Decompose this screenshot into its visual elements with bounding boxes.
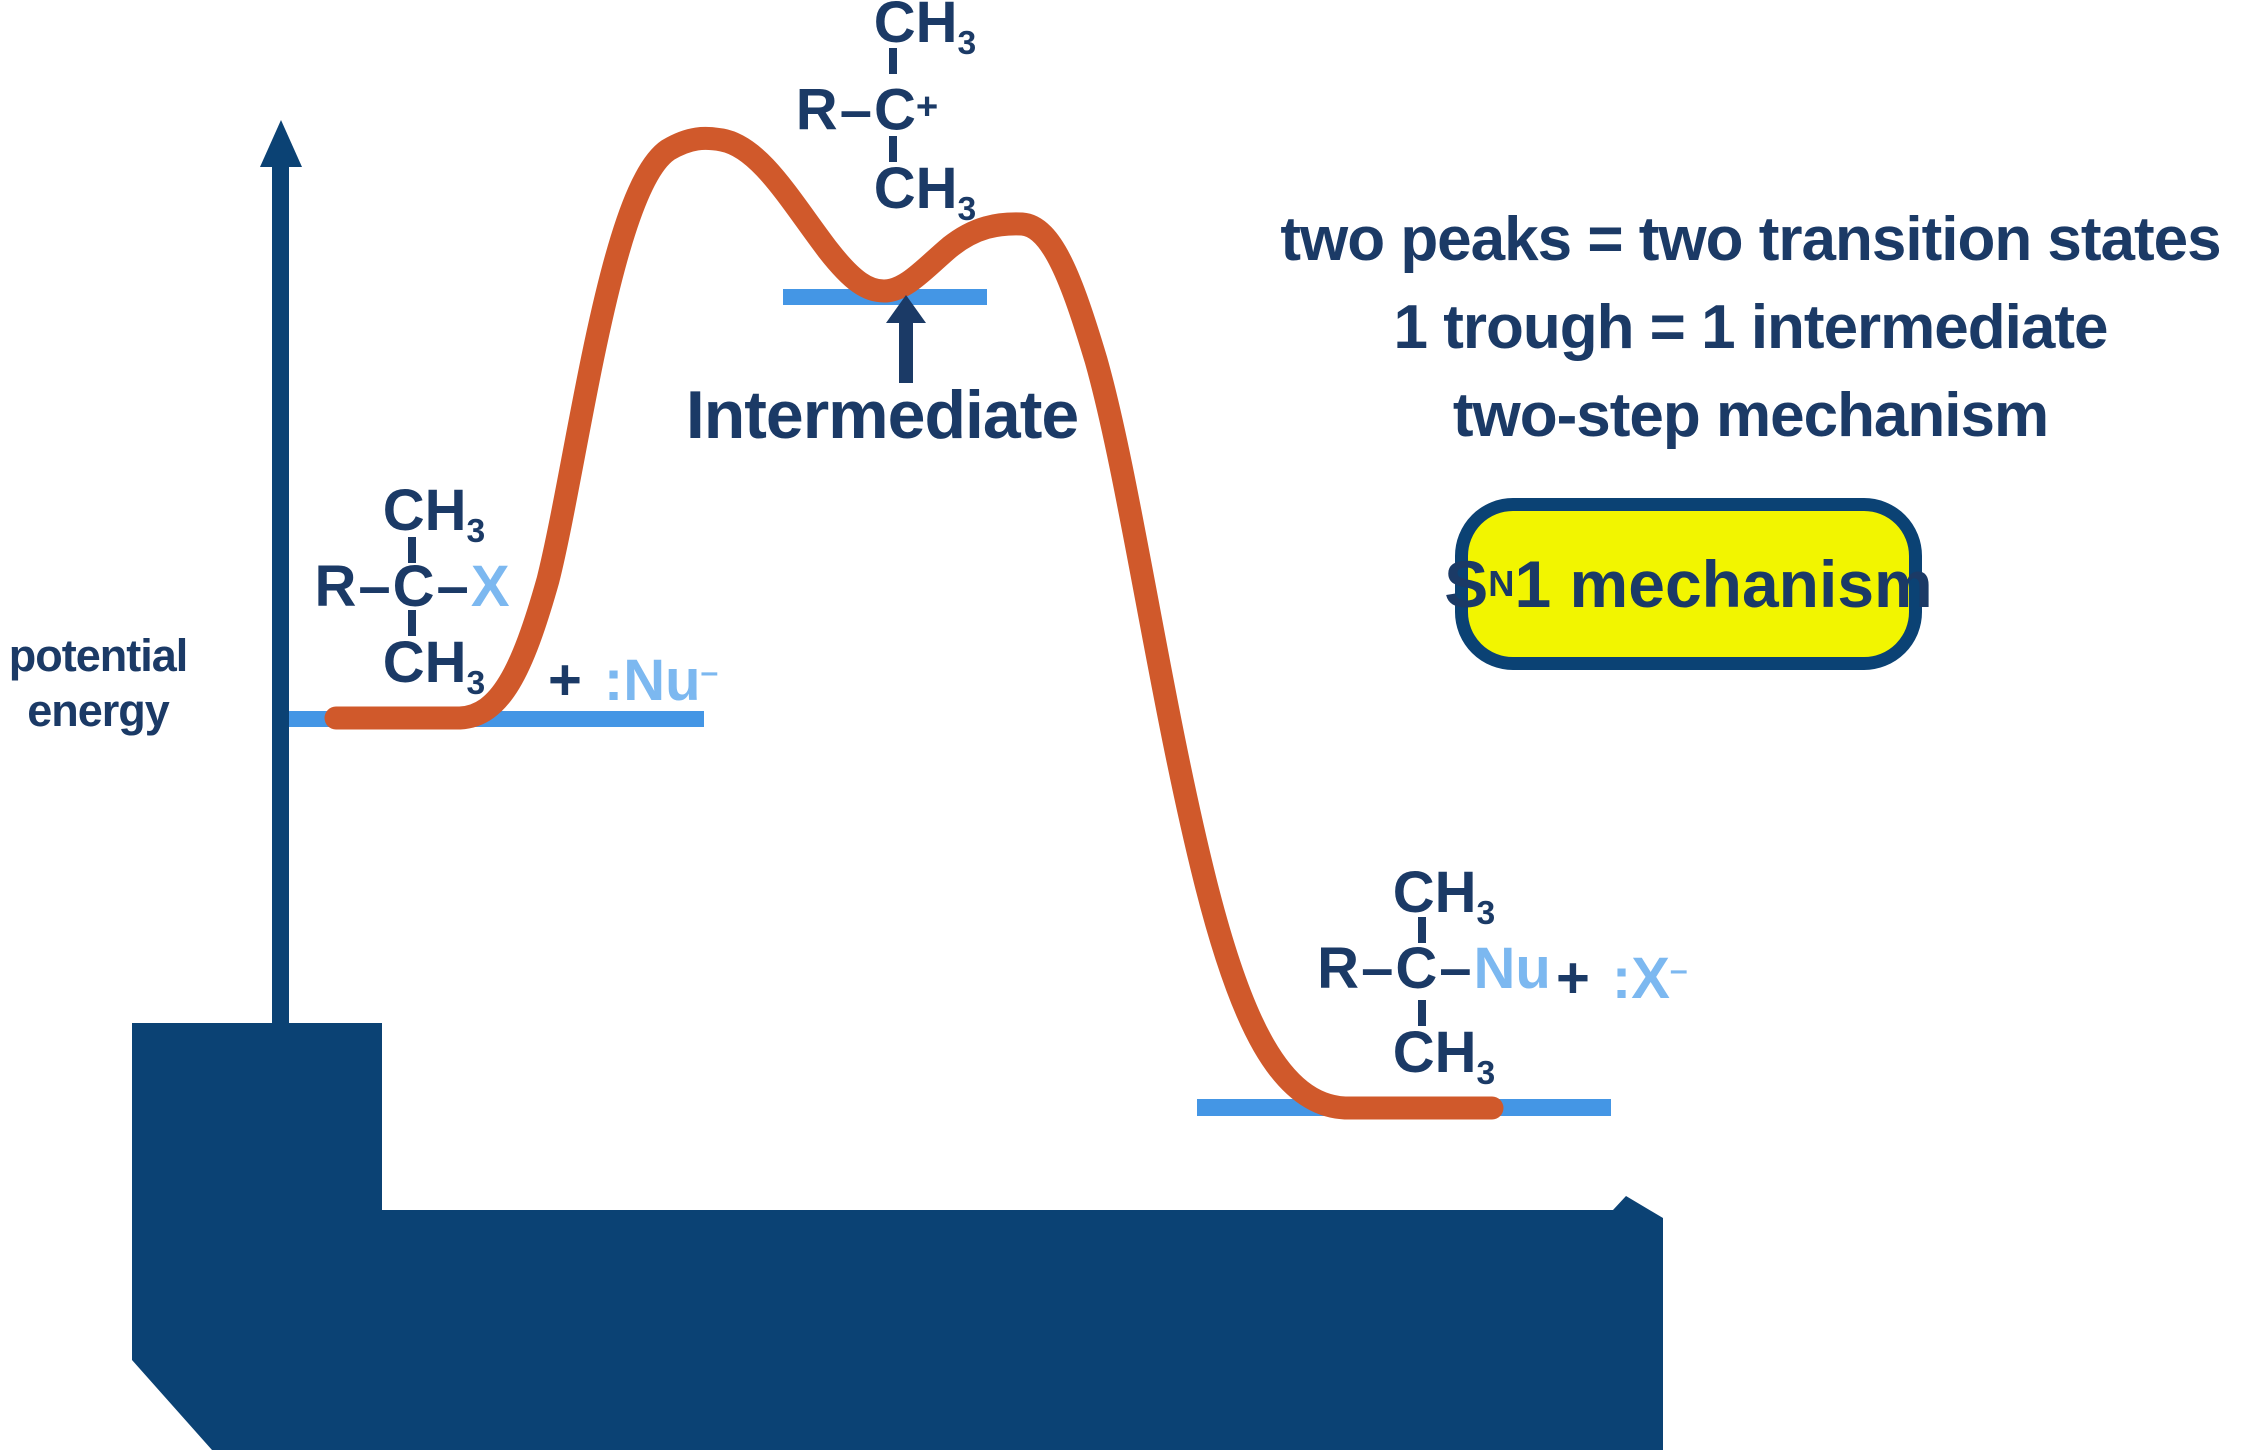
reactant-methyl-top-text: CH [382,478,467,543]
product-bond-top [1418,917,1426,943]
product-nucleophile-text: Nu [1473,936,1551,1001]
note-line-3: two-step mechanism [1452,381,2049,450]
carbocation-bond-top [889,48,897,74]
reactant-leaving-group-text: X [470,554,510,619]
intermediate-label: Intermediate [685,377,1079,453]
reactant-bond-bottom [408,610,416,636]
y-axis-arrowhead-icon [260,120,302,167]
subscript-3: 3 [957,24,977,62]
subscript-3: 3 [466,664,486,702]
reactant-c-text: C [392,554,435,619]
bond-dash: – [436,554,469,619]
note-line-1: two peaks = two transition states [1280,205,2221,274]
baseline-ground-shape [132,1023,1663,1450]
carbocation-chain: R–C+ [796,76,938,142]
badge-suffix: 1 mechanism [1514,547,1933,621]
product-bond-bottom [1418,1000,1426,1026]
intermediate-pointer-arrow-stem [899,321,913,383]
badge-prefix: S [1444,547,1489,621]
bond-dash: – [839,77,872,143]
carbocation-methyl-bottom-text: CH [873,156,958,221]
carbocation-methyl-bottom: CH3 [874,158,976,241]
carbocation-methyl-top-text: CH [873,0,958,55]
carbocation-bond-bottom [889,136,897,162]
reactant-chain: R–C–X [315,556,510,618]
intermediate-pointer-arrowhead-icon [886,295,926,323]
badge-subscript: N [1488,563,1515,604]
product-methyl-bottom-text: CH [1392,1020,1477,1085]
leaving-ion-charge: – [1669,951,1688,987]
nucleophile-symbol: :Nu [603,647,701,713]
reactant-methyl-bottom: CH3 [383,632,485,715]
nucleophile-charge: – [700,653,719,689]
leaving-ion-text: :X– [1612,946,1688,1011]
energy-curve [324,126,1504,1120]
plus-sign: + [548,647,582,713]
reactant-r-text: R [314,554,357,619]
reactant-methyl-bottom-text: CH [382,630,467,695]
subscript-3: 3 [1476,1054,1496,1092]
bond-dash: – [1439,936,1472,1001]
plus-sign: + [1556,945,1590,1011]
product-c-text: C [1395,936,1438,1001]
subscript-3: 3 [957,190,977,228]
subscript-3: 3 [1476,894,1496,932]
nucleophile-text: :Nu– [604,648,718,713]
carbocation-c-text: C [873,77,916,143]
note-line-2: 1 trough = 1 intermediate [1393,293,2108,362]
y-axis-line [272,158,289,1026]
product-methyl-bottom: CH3 [1393,1022,1495,1105]
reactant-methyl-top: CH3 [383,480,485,563]
product-r-text: R [1317,936,1360,1001]
product-methyl-top: CH3 [1393,862,1495,945]
mechanism-note: two peaks = two transition states 1 trou… [1255,196,2246,460]
subscript-3: 3 [466,512,486,550]
product-methyl-top-text: CH [1392,860,1477,925]
y-axis-label: potential energy [0,628,196,738]
y-axis-label-line2: energy [27,685,170,736]
reactant-bond-top [408,537,416,563]
carbocation-r-text: R [795,77,838,143]
reactant-plus-nucleophile: + :Nu– [548,640,718,712]
product-chain: R–C–Nu [1317,938,1551,1000]
leaving-ion-symbol: :X [1611,945,1670,1011]
bond-dash: – [358,554,391,619]
carbocation-methyl-top: CH3 [874,0,976,75]
y-axis-label-line1: potential [8,630,189,681]
carbocation-positive-charge: + [915,85,939,128]
product-plus-leaving-ion: + :X– [1556,938,1688,1010]
bond-dash: – [1361,936,1394,1001]
